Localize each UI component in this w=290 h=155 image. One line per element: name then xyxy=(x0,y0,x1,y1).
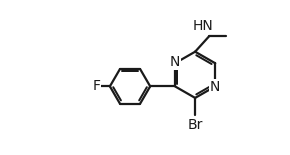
Text: N: N xyxy=(210,80,220,94)
Text: F: F xyxy=(93,79,101,93)
Text: Br: Br xyxy=(187,118,203,132)
Text: N: N xyxy=(170,55,180,69)
Text: HN: HN xyxy=(193,19,213,33)
